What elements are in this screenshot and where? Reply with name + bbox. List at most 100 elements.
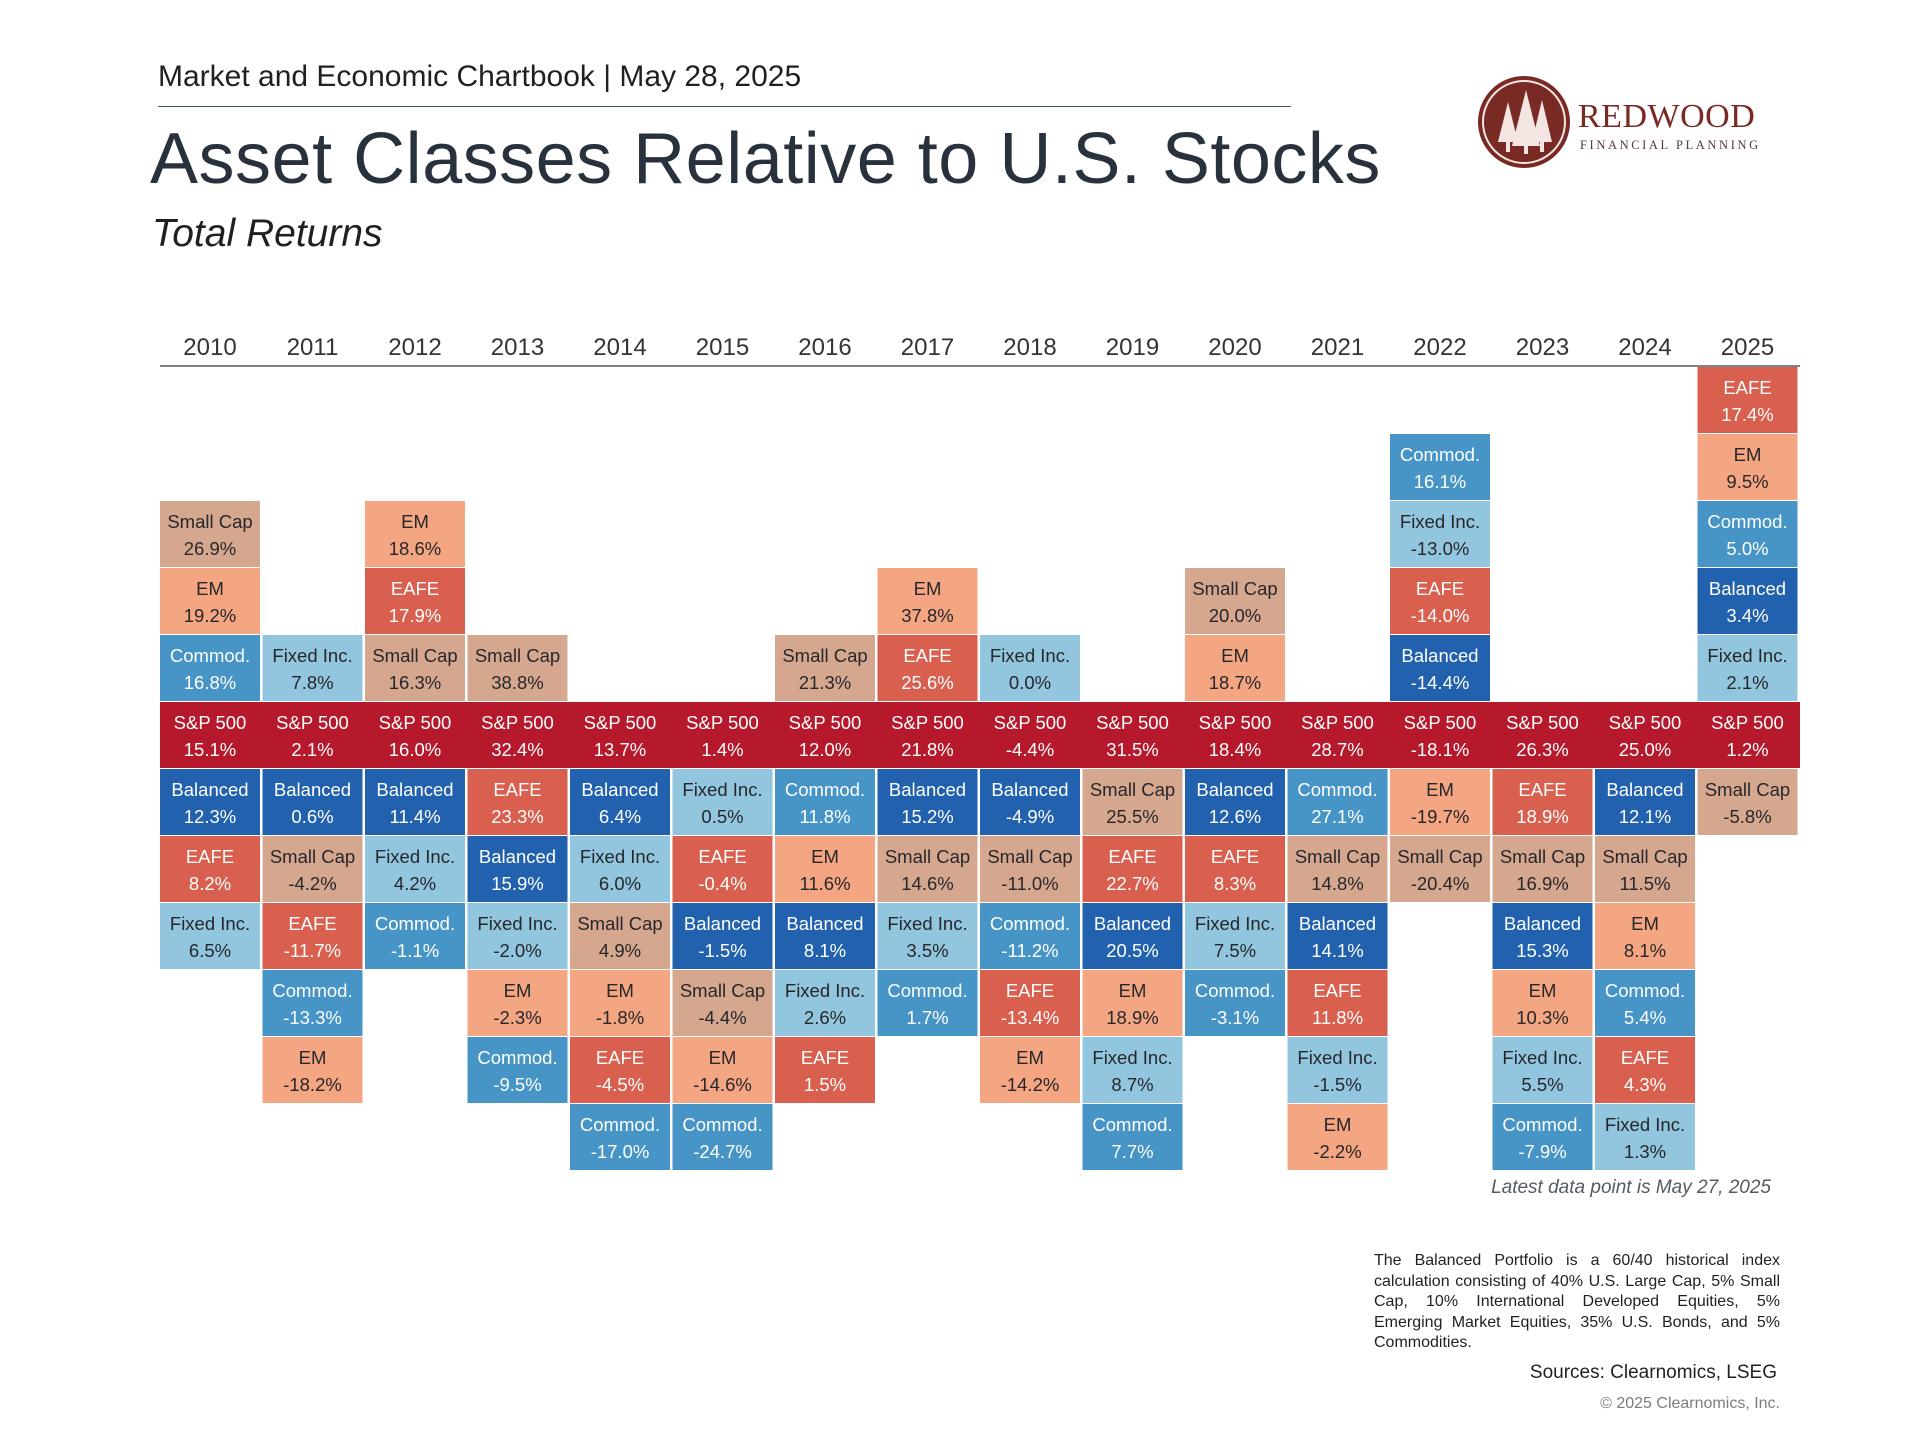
cell-box <box>672 836 773 902</box>
cell-return-value: 9.5% <box>1726 471 1768 492</box>
cell-asset-label: EM <box>914 578 942 599</box>
cell-return-value: 2.1% <box>1726 672 1768 693</box>
cell-box <box>1287 1104 1388 1170</box>
cell-em-2013: EM -2.3% <box>467 970 568 1036</box>
cell-asset-label: Balanced <box>581 779 658 800</box>
cell-box <box>262 970 363 1036</box>
cell-asset-label: Fixed Inc. <box>1092 1047 1172 1068</box>
cell-return-value: 12.3% <box>184 806 236 827</box>
cell-eafe-2015: EAFE -0.4% <box>672 836 773 902</box>
cell-return-value: 4.9% <box>599 940 641 961</box>
cell-em-2014: EM -1.8% <box>570 970 670 1036</box>
cell-balanced-2022: Balanced -14.4% <box>1390 635 1490 701</box>
cell-sp-500-2018: S&P 500 -4.4% <box>994 712 1067 760</box>
cell-return-value: -0.4% <box>698 873 746 894</box>
cell-box <box>160 635 260 701</box>
cell-box <box>365 769 465 835</box>
year-label-2019: 2019 <box>1106 334 1159 361</box>
cell-return-value: 4.2% <box>394 873 436 894</box>
cell-box <box>1390 568 1490 634</box>
cell-asset-label: Commod. <box>990 913 1070 934</box>
cell-eafe-2025: EAFE 17.4% <box>1697 367 1798 433</box>
cell-eafe-2010: EAFE 8.2% <box>160 836 260 902</box>
year-label-2014: 2014 <box>593 334 646 361</box>
cell-return-value: 18.4% <box>1209 739 1261 760</box>
cell-asset-label: Fixed Inc. <box>1707 645 1787 666</box>
year-label-2012: 2012 <box>388 334 441 361</box>
cell-box <box>1390 769 1490 835</box>
cell-fixed-inc-2020: Fixed Inc. 7.5% <box>1185 903 1285 969</box>
cell-return-value: 15.9% <box>491 873 543 894</box>
cell-eafe-2024: EAFE 4.3% <box>1595 1037 1695 1103</box>
cell-box <box>1082 970 1183 1036</box>
cell-box <box>1082 903 1183 969</box>
cell-small-cap-2018: Small Cap -11.0% <box>980 836 1080 902</box>
cell-small-cap-2020: Small Cap 20.0% <box>1185 568 1285 634</box>
cell-box <box>877 836 978 902</box>
cell-box <box>1287 1037 1388 1103</box>
cell-asset-label: EM <box>1631 913 1659 934</box>
cell-asset-label: S&P 500 <box>1609 712 1682 733</box>
cell-em-2016: EM 11.6% <box>775 836 875 902</box>
cell-asset-label: S&P 500 <box>481 712 554 733</box>
cell-box <box>1390 434 1490 500</box>
sources-label: Sources: Clearnomics, LSEG <box>1529 1362 1777 1383</box>
cell-small-cap-2012: Small Cap 16.3% <box>365 635 465 701</box>
cell-em-2015: EM -14.6% <box>672 1037 773 1103</box>
cell-commod-2020: Commod. -3.1% <box>1185 970 1285 1036</box>
page-subtitle: Total Returns <box>152 212 383 255</box>
cell-asset-label: EAFE <box>1723 377 1771 398</box>
cell-box <box>570 903 670 969</box>
cell-asset-label: Small Cap <box>1192 578 1277 599</box>
cell-return-value: 16.8% <box>184 672 236 693</box>
cell-sp-500-2024: S&P 500 25.0% <box>1609 712 1682 760</box>
cell-small-cap-2024: Small Cap 11.5% <box>1595 836 1695 902</box>
cell-asset-label: Commod. <box>272 980 352 1001</box>
cell-box <box>877 568 978 634</box>
cell-asset-label: EM <box>504 980 532 1001</box>
cell-return-value: -11.7% <box>284 940 341 961</box>
cell-asset-label: Fixed Inc. <box>682 779 762 800</box>
cell-return-value: -13.0% <box>1411 538 1470 559</box>
cell-eafe-2021: EAFE 11.8% <box>1287 970 1388 1036</box>
cell-return-value: 16.3% <box>389 672 441 693</box>
cell-asset-label: EM <box>1016 1047 1044 1068</box>
cell-small-cap-2025: Small Cap -5.8% <box>1697 769 1798 835</box>
cell-small-cap-2016: Small Cap 21.3% <box>775 635 875 701</box>
cell-box <box>1697 769 1798 835</box>
cell-em-2017: EM 37.8% <box>877 568 978 634</box>
cell-asset-label: Fixed Inc. <box>580 846 660 867</box>
cell-return-value: -14.6% <box>693 1074 752 1095</box>
cell-box <box>775 769 875 835</box>
cell-return-value: 1.2% <box>1726 739 1768 760</box>
cell-return-value: 21.3% <box>799 672 851 693</box>
cell-asset-label: Small Cap <box>475 645 560 666</box>
cell-asset-label: Commod. <box>375 913 455 934</box>
cell-box <box>1287 769 1388 835</box>
cell-box <box>877 903 978 969</box>
cell-box <box>672 903 773 969</box>
cell-eafe-2014: EAFE -4.5% <box>570 1037 670 1103</box>
cell-box <box>1185 970 1285 1036</box>
cell-box <box>262 836 363 902</box>
cell-asset-label: Small Cap <box>987 846 1072 867</box>
cell-sp-500-2022: S&P 500 -18.1% <box>1404 712 1477 760</box>
cell-asset-label: EAFE <box>391 578 439 599</box>
cell-asset-label: Balanced <box>1196 779 1273 800</box>
year-label-2013: 2013 <box>491 334 544 361</box>
cell-asset-label: EM <box>1529 980 1557 1001</box>
logo-wordmark: REDWOOD <box>1578 98 1756 135</box>
cell-return-value: 8.7% <box>1111 1074 1153 1095</box>
cell-box <box>980 903 1080 969</box>
cell-balanced-2020: Balanced 12.6% <box>1185 769 1285 835</box>
cell-box <box>1185 769 1285 835</box>
cell-return-value: 3.4% <box>1726 605 1768 626</box>
cell-asset-label: S&P 500 <box>379 712 452 733</box>
cell-return-value: 8.1% <box>1624 940 1666 961</box>
cell-asset-label: Balanced <box>1094 913 1171 934</box>
cell-return-value: -11.0% <box>1001 873 1058 894</box>
year-label-2022: 2022 <box>1413 334 1466 361</box>
cell-return-value: 18.9% <box>1106 1007 1158 1028</box>
cell-box <box>467 635 568 701</box>
cell-asset-label: EAFE <box>903 645 951 666</box>
